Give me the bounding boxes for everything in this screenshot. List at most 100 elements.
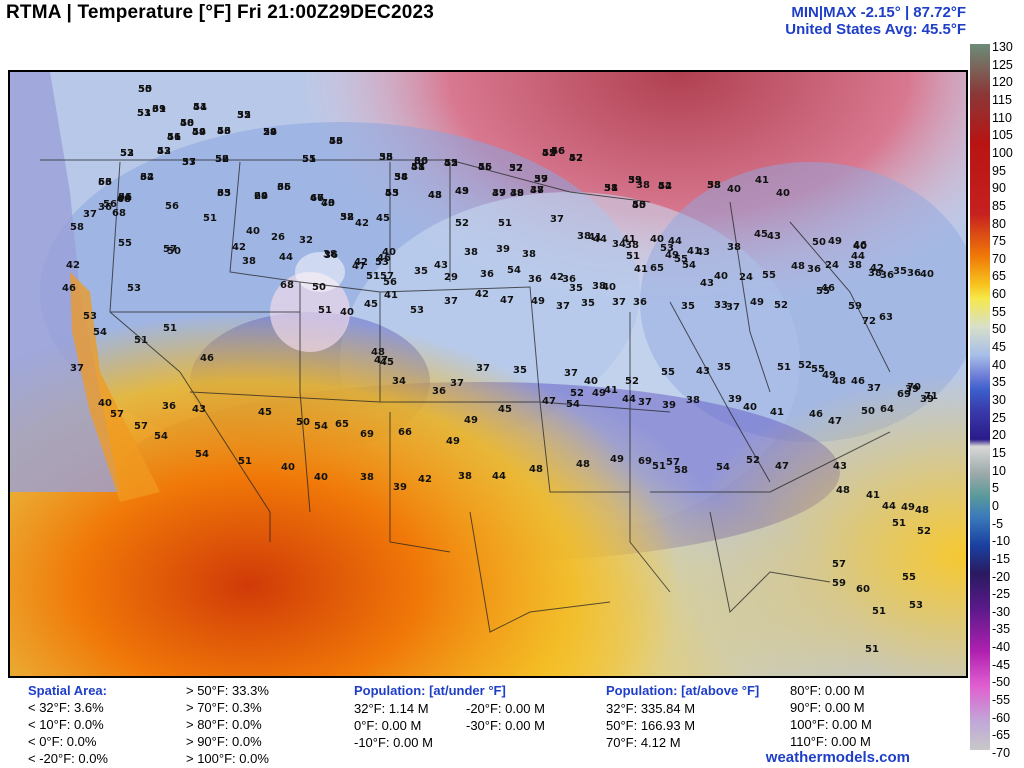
station-temperature-label: 69 [897,389,911,400]
spatial-row: > 80°F: 0.0% [186,717,262,732]
station-temperature-label: 26 [271,232,285,243]
statistics-panel: Spatial Area: < 32°F: 3.6% < 10°F: 0.0% … [0,680,970,768]
station-temperature-label: 38 [360,472,374,483]
station-temperature-label: 46 [551,146,565,157]
station-temperature-label: 63 [879,312,893,323]
station-temperature-label: 39 [920,394,934,405]
station-temperature-label: 61 [152,104,166,115]
station-temperature-label: 62 [140,172,154,183]
station-temperature-label: 57 [666,457,680,468]
station-temperature-label: 57 [163,244,177,255]
station-temperature-label: 69 [360,429,374,440]
station-temperature-label: 44 [882,501,896,512]
station-temperature-label: 35 [237,110,251,121]
station-temperature-label: 42 [550,272,564,283]
color-scale-label: 75 [992,234,1006,248]
color-scale-label: 95 [992,164,1006,178]
station-temperature-label: 49 [464,415,478,426]
station-temperature-label: 56 [165,201,179,212]
color-scale-label: -50 [992,675,1011,689]
color-scale-label: 40 [992,358,1006,372]
station-temperature-label: 57 [380,271,394,282]
station-temperature-label: 66 [398,427,412,438]
station-temperature-label: 55 [444,158,458,169]
station-temperature-label: 60 [856,584,870,595]
station-temperature-label: 43 [157,146,171,157]
station-temperature-label: 50 [812,237,826,248]
station-temperature-label: 48 [836,485,850,496]
station-temperature-label: 38 [625,240,639,251]
color-scale-label: 10 [992,464,1006,478]
station-temperature-label: 38 [577,231,591,242]
station-temperature-label: 51 [777,362,791,373]
station-temperature-label: 54 [263,127,277,138]
station-temperature-label: 53 [98,177,112,188]
station-temperature-label: 53 [660,243,674,254]
station-temperature-label: 52 [542,148,556,159]
station-temperature-label: 41 [770,407,784,418]
station-temperature-label: 46 [851,376,865,387]
station-temperature-label: 51 [203,213,217,224]
station-temperature-label: 41 [588,232,602,243]
station-temperature-label: 59 [832,578,846,589]
station-temperature-label: 54 [507,265,521,276]
station-temperature-label: 38 [868,268,882,279]
station-temperature-label: 34 [394,172,408,183]
color-scale-label: 55 [992,305,1006,319]
station-temperature-label: 51 [134,335,148,346]
station-temperature-label: 55 [302,154,316,165]
station-temperature-label: 46 [117,194,131,205]
station-temperature-label: 48 [428,190,442,201]
station-temperature-label: 50 [167,246,181,257]
station-temperature-label: 47 [352,261,366,272]
population-row: 32°F: 335.84 M [606,701,696,716]
station-temperature-label: 70 [321,198,335,209]
station-temperature-label: 59 [534,174,548,185]
station-temperature-label: 39 [905,384,919,395]
station-temperature-label: 52 [509,163,523,174]
temperature-map[interactable]: 55 44 35 51 39 40 43 29 49 46 46 52 43 37 52 51 35 41 36 34… [8,70,968,678]
station-temperature-label: 39 [628,175,642,186]
station-temperature-label: 37 [612,297,626,308]
station-temperature-label: 40 [340,307,354,318]
station-temperature-label: 35 [581,298,595,309]
color-scale-label: 80 [992,217,1006,231]
station-temperature-label: 66 [310,193,324,204]
station-temperature-label: 52 [157,146,171,157]
population-row: 80°F: 0.00 M [790,683,865,698]
station-temperature-label: 35 [513,365,527,376]
station-temperature-label: 55 [762,270,776,281]
station-temperature-label: 43 [192,404,206,415]
station-temperature-label: 42 [475,289,489,300]
station-temperature-label: 33 [714,300,728,311]
color-scale-label: 115 [992,93,1012,107]
station-temperature-label: 37 [83,209,97,220]
color-scale-label: -60 [992,711,1011,725]
station-temperature-label: 55 [661,367,675,378]
station-temperature-label: 52 [455,218,469,229]
population-row: 70°F: 4.12 M [606,735,681,750]
station-temperature-label: 58 [70,222,84,233]
station-temperature-label: 49 [610,454,624,465]
station-temperature-label: 41 [384,290,398,301]
station-temperature-label: 65 [335,419,349,430]
station-temperature-label: 40 [853,241,867,252]
station-temperature-label: 52 [120,148,134,159]
color-scale-label: 25 [992,411,1006,425]
station-temperature-label: 34 [392,376,406,387]
station-temperature-label: 57 [134,421,148,432]
station-temperature-label: 55 [138,84,152,95]
station-temperature-label: 46 [853,240,867,251]
station-temperature-label: 51 [193,102,207,113]
station-temperature-label: 38 [848,260,862,271]
station-temperature-label: 43 [428,190,442,201]
station-temperature-label: 45 [754,229,768,240]
station-temperature-label: 38 [604,183,618,194]
site-credit[interactable]: weathermodels.com [765,749,910,766]
station-temperature-label: 59 [848,301,862,312]
station-temperature-label: 52 [798,360,812,371]
color-scale-label: 20 [992,428,1006,442]
station-temperature-label: 37 [556,301,570,312]
station-temperature-label: 44 [851,251,865,262]
station-temperature-label: 56 [217,126,231,137]
